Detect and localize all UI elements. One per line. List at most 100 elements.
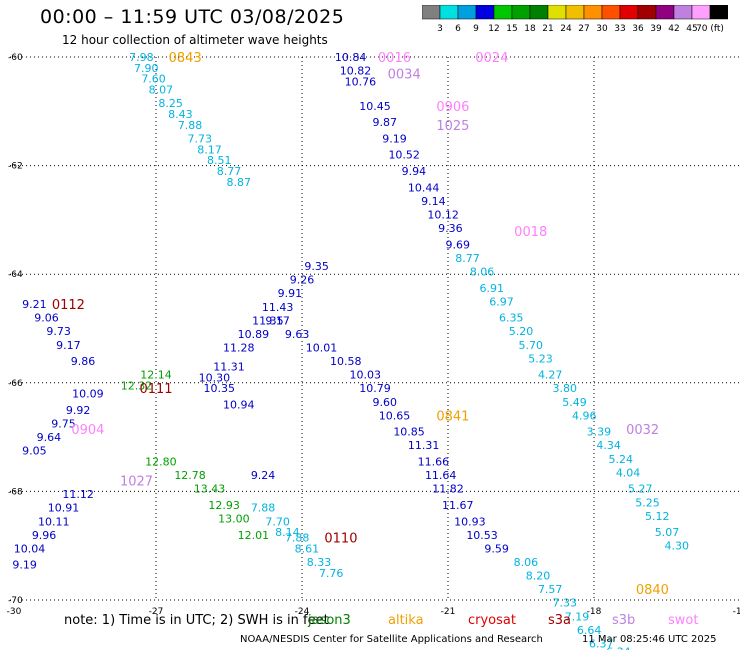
- wave-height-label: 10.01: [306, 342, 338, 355]
- wave-height-label: 10.45: [359, 100, 391, 113]
- wave-height-label: 10.09: [72, 388, 104, 401]
- wave-height-label: 4.04: [616, 466, 641, 479]
- color-scale-label: 18: [524, 24, 536, 34]
- wave-height-label: 8.25: [158, 97, 183, 110]
- color-scale-label: 42: [668, 24, 679, 34]
- wave-height-label: 9.63: [285, 328, 310, 341]
- wave-height-label: 11.43: [262, 301, 294, 314]
- x-tick-label: -30: [7, 607, 22, 617]
- wave-height-label: 8.61: [295, 542, 320, 555]
- pass-time-label: 0843: [169, 51, 202, 66]
- wave-height-label: 10.11: [38, 515, 70, 528]
- legend-item-s3b: s3b: [612, 613, 636, 628]
- wave-height-label: 8.06: [470, 265, 495, 278]
- wave-height-label: 11.12: [62, 488, 94, 501]
- wave-height-label: 6.97: [489, 295, 514, 308]
- pass-time-label: 0111: [139, 382, 172, 397]
- wave-height-label: 8.77: [455, 252, 480, 265]
- wave-height-label: 8.17: [197, 143, 222, 156]
- wave-height-label: 5.24: [609, 453, 634, 466]
- wave-height-label: 9.87: [372, 116, 397, 129]
- color-scale-label: 3: [437, 24, 443, 34]
- wave-height-label: 8.51: [207, 154, 232, 167]
- wave-height-label: 8.77: [217, 165, 242, 178]
- wave-height-label: 9.73: [46, 325, 71, 338]
- wave-height-label: 9.26: [290, 274, 315, 287]
- wave-height-label: 9.92: [66, 404, 91, 417]
- wave-height-label: 12.32: [121, 380, 153, 393]
- wave-height-label: 9.36: [438, 222, 463, 235]
- wave-height-label: 13.00: [218, 513, 250, 526]
- wave-height-label: 10.12: [427, 208, 459, 221]
- color-scale-swatch: [709, 5, 728, 20]
- wave-height-label: 9.86: [71, 355, 96, 368]
- wave-height-label: 13.43: [194, 483, 226, 496]
- pass-time-label: 1025: [436, 119, 469, 134]
- wave-height-label: 10.44: [408, 181, 440, 194]
- legend-item-cryosat: cryosat: [468, 613, 516, 628]
- wave-height-label: 8.20: [526, 570, 551, 583]
- wave-height-label: 4.27: [538, 369, 563, 382]
- wave-height-label: 5.23: [528, 352, 553, 365]
- wave-height-label: 9.06: [34, 312, 59, 325]
- page-title: 00:00 – 11:59 UTC 03/08/2025: [40, 6, 345, 28]
- wave-height-label: 7.70: [265, 515, 290, 528]
- color-scale-label: 45: [686, 24, 697, 34]
- color-scale-label: 27: [578, 24, 589, 34]
- wave-height-label: 10.82: [340, 65, 372, 78]
- wave-height-label: 7.73: [188, 132, 213, 145]
- wave-height-label: 9.69: [445, 238, 470, 251]
- pass-time-label: 0906: [436, 100, 469, 115]
- wave-height-label: 5.49: [562, 396, 587, 409]
- wave-height-label: 4.96: [572, 409, 597, 422]
- x-tick-label: -15: [733, 607, 740, 617]
- color-scale-label: 30: [596, 24, 608, 34]
- wave-height-label: 8.06: [514, 556, 539, 569]
- wave-height-label: 9.91: [278, 287, 303, 300]
- pass-time-label: 0016: [378, 51, 411, 66]
- wave-height-label: 10.35: [204, 382, 236, 395]
- wave-height-label: 9.19: [12, 559, 37, 572]
- wave-height-label: 10.52: [388, 149, 420, 162]
- wave-height-label: 7.88: [285, 532, 310, 545]
- wave-height-label: 10.65: [379, 409, 411, 422]
- wave-height-label: 7.76: [319, 567, 344, 580]
- y-tick-label: -68: [8, 487, 23, 497]
- pass-time-label: 1027: [120, 475, 153, 490]
- wave-height-label: 7.19: [565, 610, 590, 623]
- wave-height-label: 7.90: [134, 62, 159, 75]
- wave-height-label: 10.03: [350, 369, 382, 382]
- pass-time-label: 0024: [475, 51, 508, 66]
- wave-height-label: 8.33: [307, 556, 332, 569]
- wave-height-label: 9.35: [304, 260, 329, 273]
- wave-height-label: 10.79: [359, 382, 391, 395]
- wave-height-label: 12.78: [174, 469, 206, 482]
- wave-height-label: 11.64: [425, 469, 457, 482]
- x-tick-label: -21: [441, 607, 456, 617]
- wave-height-label: 7.88: [251, 502, 276, 515]
- wave-height-label: 10.91: [48, 502, 80, 515]
- wave-height-label: 9.60: [372, 396, 397, 409]
- wave-height-label: 6.91: [480, 282, 505, 295]
- wave-height-label: 9.24: [251, 469, 276, 482]
- wave-height-label: 4.34: [596, 439, 621, 452]
- wave-height-label: 10.94: [223, 399, 255, 412]
- x-tick-label: -24: [295, 607, 310, 617]
- wave-height-label: 12.01: [238, 529, 270, 542]
- pass-time-label: 0840: [636, 583, 669, 598]
- wave-height-label: 7.88: [178, 119, 203, 132]
- color-scale-label: 12: [488, 24, 499, 34]
- wave-height-label: 4.30: [664, 540, 689, 553]
- footer-note: note: 1) Time is in UTC; 2) SWH is in fe…: [64, 613, 329, 628]
- wave-height-label: 10.30: [199, 371, 231, 384]
- wave-height-label: 7.33: [553, 597, 578, 610]
- wave-height-label: 12.14: [140, 369, 172, 382]
- tick-labels: -30 -27 -24 -21 -18 -15 -60 -62 -64 -66 -68 -70: [7, 53, 740, 617]
- color-scale-label: 33: [614, 24, 625, 34]
- y-tick-label: -66: [8, 379, 23, 389]
- pass-time-label: 0841: [436, 409, 469, 424]
- wave-height-label: 9.14: [421, 195, 446, 208]
- y-tick-label: -60: [8, 53, 23, 63]
